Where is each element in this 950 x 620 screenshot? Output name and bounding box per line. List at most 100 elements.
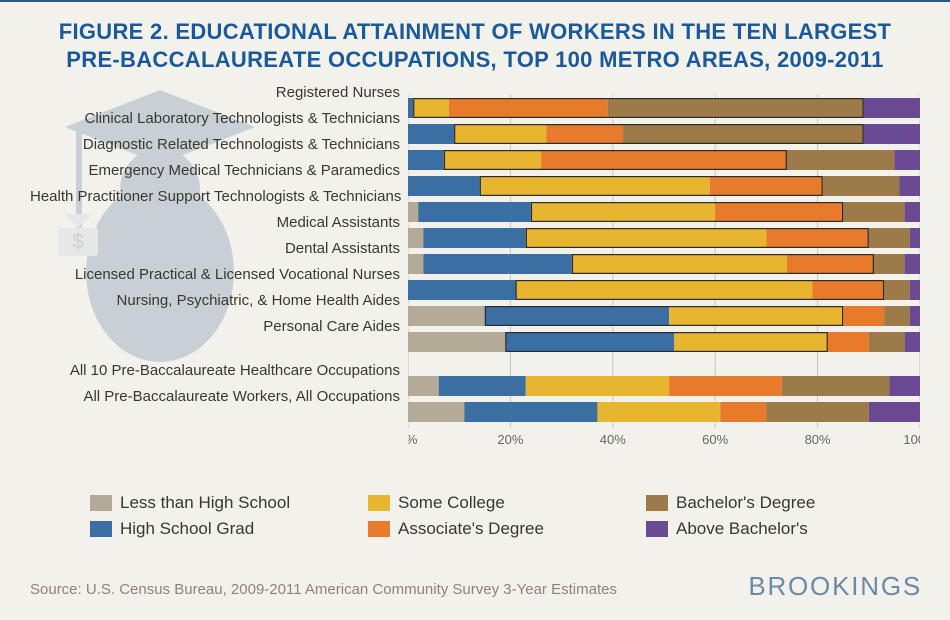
bar-segment (485, 306, 669, 326)
bar-segment (526, 228, 767, 248)
legend: Less than High School High School Grad Som… (90, 490, 890, 542)
bar-segment (869, 228, 910, 248)
bar-segment (608, 98, 864, 118)
bar-segment (669, 306, 843, 326)
legend-swatch (368, 495, 390, 511)
legend-label: Bachelor's Degree (676, 493, 815, 513)
row-label: Diagnostic Related Technologists & Techn… (30, 136, 400, 153)
bar-segment (874, 254, 905, 274)
bar-segment (505, 332, 674, 352)
bar-segment (408, 254, 423, 274)
svg-text:60%: 60% (702, 432, 728, 447)
bar-segment (910, 228, 920, 248)
legend-label: Some College (398, 493, 505, 513)
bar-segment (408, 306, 485, 326)
bar-segment (408, 176, 480, 196)
svg-text:80%: 80% (805, 432, 831, 447)
bar-segment (572, 254, 787, 274)
bar-segment (444, 150, 541, 170)
bar-segment (787, 150, 895, 170)
bar-segment (408, 202, 418, 222)
bar-segment (408, 98, 413, 118)
bar-segment (889, 376, 920, 396)
bar-segment (884, 306, 910, 326)
bar-segment (669, 376, 782, 396)
legend-label: Above Bachelor's (676, 519, 808, 539)
bar-segment (905, 332, 920, 352)
svg-text:0%: 0% (408, 432, 418, 447)
bar-segment (418, 202, 531, 222)
source-text: Source: U.S. Census Bureau, 2009-2011 Am… (30, 581, 617, 598)
row-label: Dental Assistants (30, 240, 400, 257)
legend-item: High School Grad (90, 516, 350, 542)
legend-item: Some College (368, 490, 628, 516)
bar-segment (766, 228, 868, 248)
svg-text:40%: 40% (600, 432, 626, 447)
legend-item: Associate's Degree (368, 516, 628, 542)
legend-swatch (646, 495, 668, 511)
row-label: Licensed Practical & Licensed Vocational… (30, 266, 400, 283)
bar-segment (884, 280, 910, 300)
row-label: Emergency Medical Technicians & Paramedi… (30, 162, 400, 179)
bar-segment (464, 402, 597, 422)
bar-segment (449, 98, 608, 118)
bar-segment (715, 202, 843, 222)
legend-label: High School Grad (120, 519, 254, 539)
chart-area: 0% 20% 40% 60% 80% 100% Registered Nurses Clin… (30, 78, 920, 472)
row-label: Nursing, Psychiatric, & Home Health Aide… (30, 292, 400, 309)
legend-label: Less than High School (120, 493, 290, 513)
svg-text:20%: 20% (497, 432, 523, 447)
bar-segment (900, 176, 920, 196)
bar-segment (546, 124, 623, 144)
bar-segment (408, 150, 444, 170)
legend-item: Bachelor's Degree (646, 490, 906, 516)
bar-segment (766, 402, 868, 422)
bar-segment (828, 332, 869, 352)
legend-swatch (90, 495, 112, 511)
bar-segment (454, 124, 546, 144)
bar-segment (408, 228, 423, 248)
row-label: Clinical Laboratory Technologists & Tech… (30, 110, 400, 127)
brand-text: BROOKINGS (748, 571, 922, 602)
bar-segment (526, 376, 669, 396)
svg-text:100%: 100% (903, 432, 920, 447)
bar-segment (439, 376, 526, 396)
legend-item: Above Bachelor's (646, 516, 906, 542)
bar-segment (823, 176, 900, 196)
bar-segment (408, 402, 464, 422)
legend-swatch (90, 521, 112, 537)
bar-segment (623, 124, 864, 144)
legend-label: Associate's Degree (398, 519, 544, 539)
bar-segment (710, 176, 823, 196)
bar-segment (787, 254, 874, 274)
bar-segment (408, 376, 439, 396)
bar-segment (531, 202, 715, 222)
bar-segment (869, 402, 920, 422)
bar-segment (843, 202, 904, 222)
chart-svg: 0% 20% 40% 60% 80% 100% (408, 78, 920, 472)
chart-title: FIGURE 2. EDUCATIONAL ATTAINMENT OF WORK… (0, 2, 950, 81)
legend-item: Less than High School (90, 490, 350, 516)
bar-segment (597, 402, 720, 422)
bar-segment (864, 124, 920, 144)
bar-segment (423, 228, 525, 248)
bar-segment (423, 254, 571, 274)
bar-segment (413, 98, 449, 118)
bar-segment (541, 150, 787, 170)
row-label: All 10 Pre-Baccalaureate Healthcare Occu… (30, 362, 400, 379)
bar-segment (408, 280, 516, 300)
bar-segment (910, 306, 920, 326)
row-label: Registered Nurses (30, 84, 400, 101)
bar-segment (910, 280, 920, 300)
bar-segment (408, 124, 454, 144)
row-label: Health Practitioner Support Technologist… (30, 188, 400, 205)
bar-segment (864, 98, 920, 118)
bar-segment (516, 280, 813, 300)
bar-segment (674, 332, 828, 352)
bar-segment (812, 280, 884, 300)
bar-segment (480, 176, 710, 196)
row-label: Personal Care Aides (30, 318, 400, 335)
bar-segment (869, 332, 905, 352)
legend-swatch (368, 521, 390, 537)
legend-swatch (646, 521, 668, 537)
